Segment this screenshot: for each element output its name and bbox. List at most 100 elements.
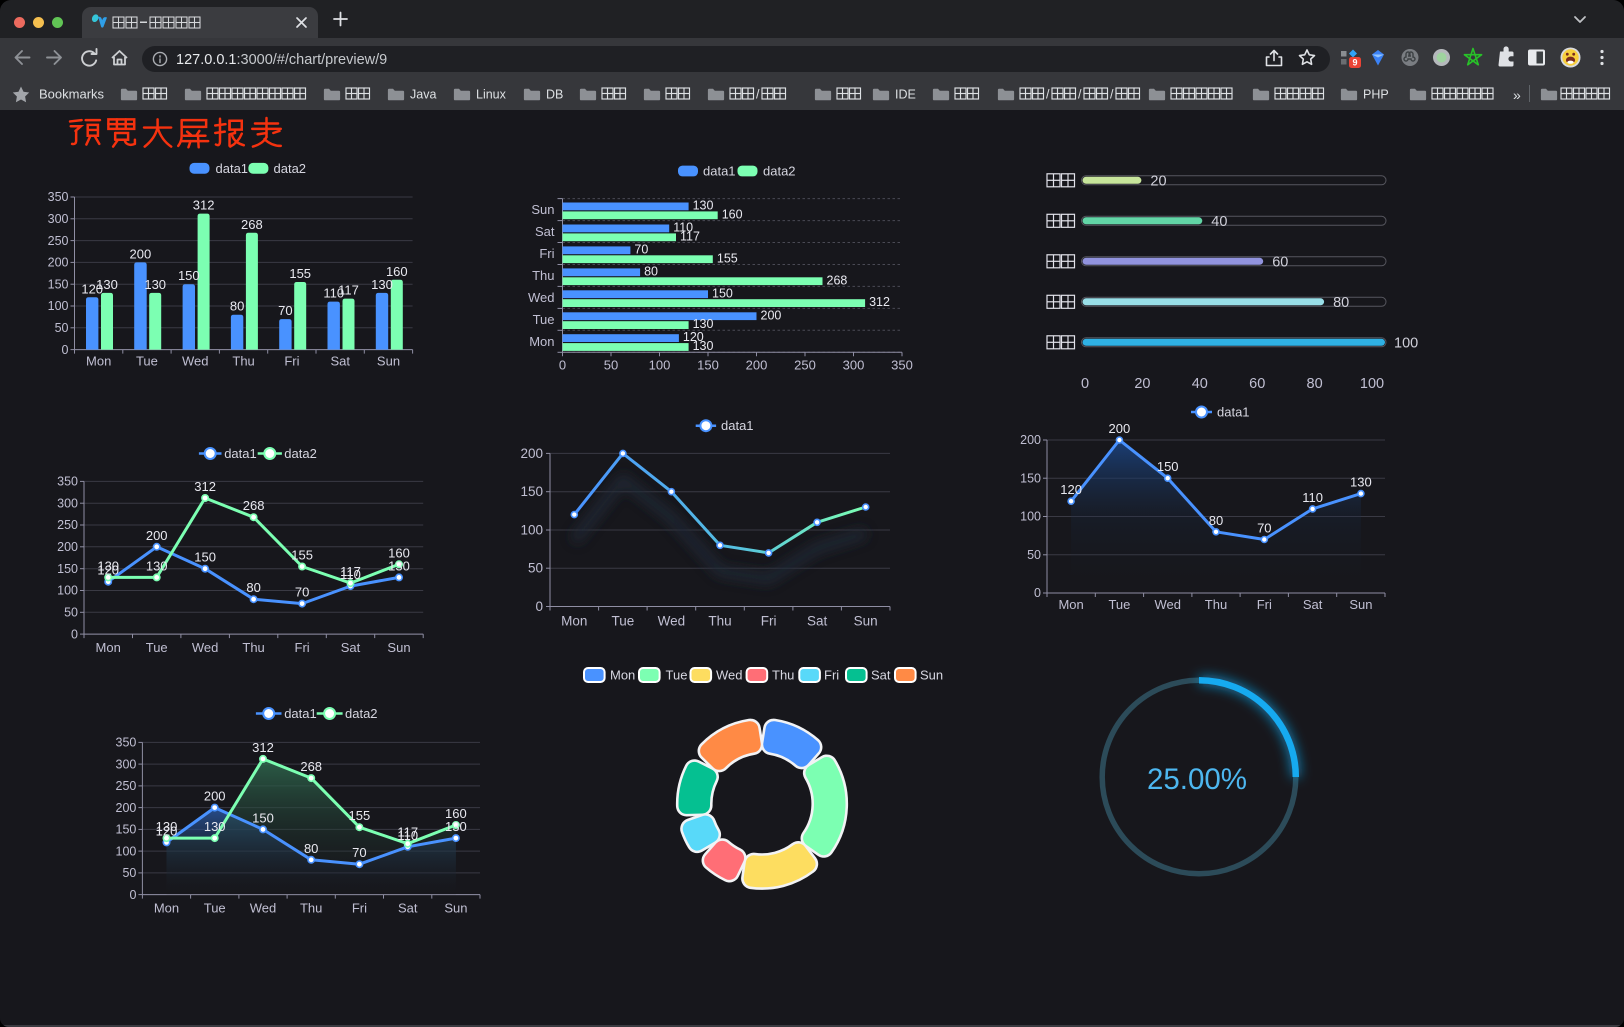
svg-text:Tue: Tue	[666, 668, 688, 683]
svg-text:20: 20	[1150, 173, 1166, 189]
svg-text:50: 50	[528, 561, 543, 576]
svg-text:60: 60	[1272, 254, 1288, 270]
svg-text:100: 100	[1020, 510, 1041, 524]
svg-text:0: 0	[1034, 586, 1041, 600]
svg-text:117: 117	[397, 825, 418, 840]
svg-text:data1: data1	[703, 164, 736, 179]
svg-text:Tue: Tue	[612, 614, 635, 629]
svg-text:100: 100	[57, 584, 78, 598]
svg-text:Wed: Wed	[528, 290, 555, 305]
svg-text:120: 120	[156, 823, 178, 838]
svg-text:data1: data1	[216, 161, 249, 176]
svg-text:Sun: Sun	[444, 901, 467, 916]
svg-text:Tue: Tue	[136, 354, 158, 369]
svg-text:120: 120	[81, 281, 103, 296]
svg-text:Wed: Wed	[658, 614, 686, 629]
svg-text:50: 50	[604, 357, 618, 372]
svg-text:PHP: PHP	[1363, 88, 1389, 102]
svg-text:200: 200	[1020, 433, 1041, 447]
svg-text:Bookmarks: Bookmarks	[39, 87, 105, 102]
svg-text:Thu: Thu	[1205, 597, 1227, 612]
svg-text:Mon: Mon	[561, 614, 587, 629]
svg-text:Thu: Thu	[532, 268, 554, 283]
svg-text:350: 350	[48, 190, 69, 204]
svg-text:150: 150	[48, 277, 69, 291]
svg-text:130: 130	[97, 558, 119, 573]
svg-text:40: 40	[1211, 214, 1227, 230]
svg-text:70: 70	[295, 585, 309, 600]
svg-text:50: 50	[55, 321, 69, 335]
svg-text:155: 155	[291, 548, 313, 563]
svg-text:Thu: Thu	[708, 614, 731, 629]
svg-text:100: 100	[116, 844, 137, 858]
svg-text:70: 70	[1257, 521, 1271, 536]
svg-text:100: 100	[520, 523, 543, 538]
svg-text:200: 200	[57, 540, 78, 554]
svg-text:150: 150	[520, 484, 543, 499]
svg-text:150: 150	[697, 357, 719, 372]
svg-text:110: 110	[673, 221, 693, 235]
svg-text:130: 130	[204, 819, 226, 834]
svg-text:Sun: Sun	[1349, 597, 1372, 612]
svg-text:Mon: Mon	[86, 354, 111, 369]
svg-text:Fri: Fri	[295, 640, 310, 655]
svg-text:0: 0	[535, 599, 543, 614]
svg-text:200: 200	[146, 528, 168, 543]
svg-text:0: 0	[71, 627, 78, 641]
svg-text:150: 150	[57, 562, 78, 576]
svg-text:120: 120	[683, 330, 704, 344]
svg-text:200: 200	[48, 256, 69, 270]
svg-text:100: 100	[48, 299, 69, 313]
svg-text:/: /	[1110, 88, 1114, 102]
svg-text:130: 130	[1350, 475, 1372, 490]
svg-text:80: 80	[1307, 376, 1323, 392]
svg-text:250: 250	[116, 779, 137, 793]
svg-text:Mon: Mon	[610, 668, 635, 683]
svg-text:312: 312	[194, 479, 216, 494]
svg-text:250: 250	[48, 234, 69, 248]
svg-text:250: 250	[57, 518, 78, 532]
svg-text:127.0.0.1:3000/#/chart/preview: 127.0.0.1:3000/#/chart/preview/9	[176, 52, 387, 68]
svg-text:0: 0	[1081, 376, 1089, 392]
svg-text:data2: data2	[345, 706, 378, 721]
svg-text:300: 300	[843, 357, 865, 372]
svg-text:Thu: Thu	[772, 668, 794, 683]
svg-text:200: 200	[116, 801, 137, 815]
svg-text:100: 100	[649, 357, 671, 372]
svg-text:350: 350	[891, 357, 913, 372]
svg-text:Thu: Thu	[242, 640, 264, 655]
svg-text:80: 80	[1333, 295, 1349, 311]
svg-text:9: 9	[1352, 58, 1357, 68]
svg-text:160: 160	[388, 545, 410, 560]
svg-text:100: 100	[1360, 376, 1384, 392]
svg-text:/: /	[756, 88, 760, 102]
svg-text:0: 0	[62, 343, 69, 357]
svg-text:Sat: Sat	[871, 668, 891, 683]
svg-text:70: 70	[634, 242, 648, 256]
svg-text:Sun: Sun	[377, 354, 400, 369]
svg-text:Java: Java	[410, 88, 436, 102]
svg-text:150: 150	[178, 268, 200, 283]
svg-text:130: 130	[371, 277, 393, 292]
svg-text:80: 80	[1209, 513, 1223, 528]
svg-text:Tue: Tue	[533, 312, 555, 327]
svg-text:Wed: Wed	[250, 901, 277, 916]
svg-text:200: 200	[204, 789, 226, 804]
svg-text:312: 312	[869, 295, 890, 309]
svg-text:110: 110	[340, 567, 361, 582]
svg-text:150: 150	[252, 810, 274, 825]
svg-text:Tue: Tue	[1108, 597, 1130, 612]
svg-text:DB: DB	[546, 88, 563, 102]
svg-text:130: 130	[693, 317, 714, 331]
svg-text:Thu: Thu	[232, 354, 254, 369]
svg-text:Mon: Mon	[1058, 597, 1083, 612]
svg-text:70: 70	[352, 845, 366, 860]
svg-text:Linux: Linux	[476, 88, 507, 102]
svg-text:80: 80	[304, 841, 318, 856]
svg-text:Sat: Sat	[398, 901, 418, 916]
svg-text:50: 50	[122, 866, 136, 880]
svg-text:Fri: Fri	[352, 901, 367, 916]
svg-text:Tue: Tue	[204, 901, 226, 916]
svg-text:155: 155	[289, 266, 311, 281]
svg-text:/: /	[1078, 88, 1082, 102]
